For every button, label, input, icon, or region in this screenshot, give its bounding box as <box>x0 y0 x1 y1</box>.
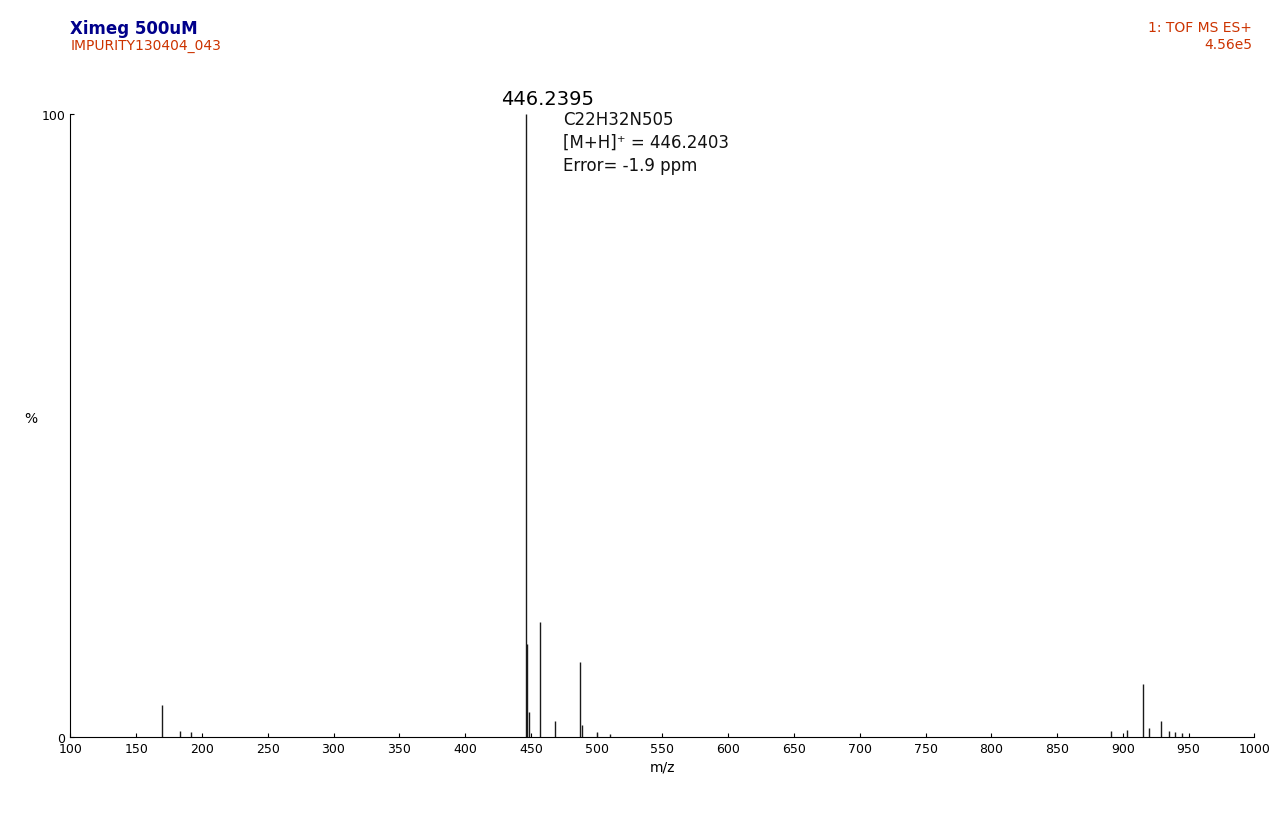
X-axis label: m/z: m/z <box>650 759 675 773</box>
Text: IMPURITY130404_043: IMPURITY130404_043 <box>70 39 221 53</box>
Text: C22H32N505: C22H32N505 <box>563 111 673 129</box>
Text: 1: TOF MS ES+: 1: TOF MS ES+ <box>1148 20 1252 34</box>
Text: [M+H]⁺ = 446.2403: [M+H]⁺ = 446.2403 <box>563 133 730 152</box>
Text: Ximeg 500uM: Ximeg 500uM <box>70 20 198 38</box>
Text: 4.56e5: 4.56e5 <box>1203 38 1252 52</box>
Y-axis label: %: % <box>24 412 37 426</box>
Text: 446.2395: 446.2395 <box>500 90 594 109</box>
Text: Error= -1.9 ppm: Error= -1.9 ppm <box>563 156 698 174</box>
